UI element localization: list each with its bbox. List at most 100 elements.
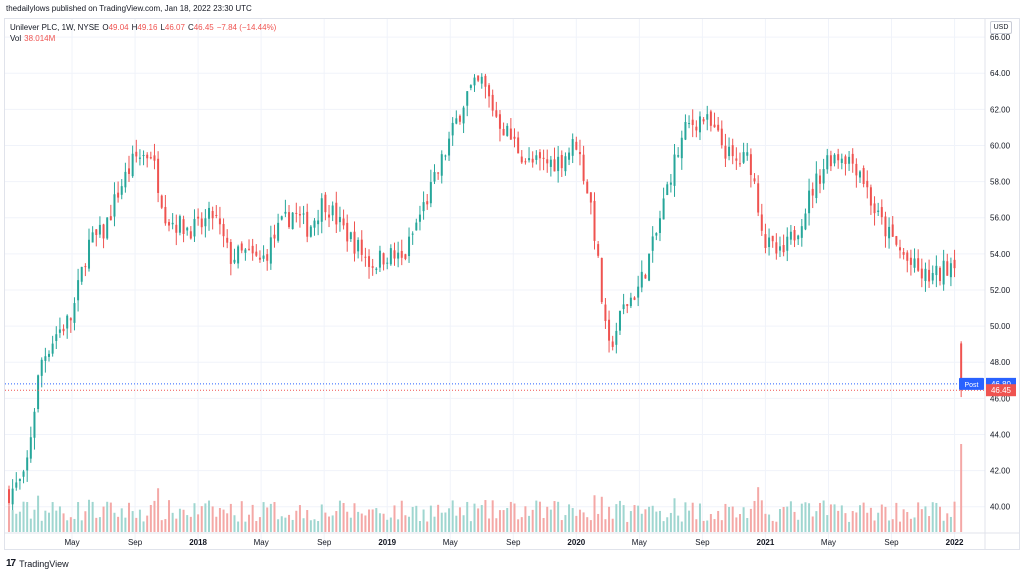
open-label: O (102, 23, 109, 32)
candle-body (651, 236, 654, 251)
volume-bar (506, 508, 509, 532)
volume-bar (808, 503, 811, 532)
chart-frame[interactable] (4, 18, 1020, 550)
volume-bar (218, 508, 221, 532)
candle-body (237, 246, 240, 264)
y-tick-label: 48.00 (990, 358, 1011, 367)
candle-body (728, 146, 731, 157)
volume-bar (95, 517, 98, 532)
close-label: C (187, 23, 194, 32)
candle-body (775, 242, 778, 254)
candle-body (400, 250, 403, 258)
volume-bar (262, 502, 265, 532)
candle-body (880, 207, 883, 218)
volume-bar (44, 510, 47, 532)
candle-body (102, 224, 105, 239)
candle-body (695, 126, 698, 131)
tradingview-logo[interactable]: 17 TradingView (6, 558, 69, 569)
candle-body (557, 156, 560, 172)
candle-body (193, 218, 196, 237)
candle-body (211, 210, 214, 219)
volume-bar (677, 515, 680, 532)
candle-body (829, 155, 832, 167)
volume-bar (200, 506, 203, 532)
y-tick-label: 66.00 (990, 33, 1011, 42)
candle-body (578, 152, 581, 155)
candle-body (251, 245, 254, 254)
candle-body (404, 254, 407, 259)
volume-bar (80, 520, 83, 532)
volume-bar (746, 517, 749, 532)
candle-body (757, 183, 760, 213)
volume-bar (768, 514, 771, 532)
candle-body (171, 222, 174, 225)
volume-bar (197, 514, 200, 532)
volume-bar (298, 505, 301, 532)
candle-body (248, 248, 251, 250)
candle-body (477, 75, 480, 81)
volume-bar (175, 518, 178, 532)
volume-bar (557, 501, 560, 532)
candle-body (62, 328, 65, 332)
volume-bar (938, 506, 941, 532)
candle-body (346, 222, 349, 242)
candle-body (924, 268, 927, 282)
volume-bar (811, 516, 814, 532)
candle-body (909, 257, 912, 265)
volume-bar (120, 508, 123, 532)
candle-body (364, 256, 367, 258)
candle-body (520, 156, 523, 163)
volume-bar (258, 517, 261, 532)
volume-bar (48, 512, 51, 532)
candle-body (313, 220, 316, 228)
volume-bar (546, 506, 549, 532)
volume-bar (397, 519, 400, 532)
volume-bar (651, 505, 654, 532)
volume-bar (393, 505, 396, 532)
volume-bar (488, 518, 491, 532)
candle-body (353, 231, 356, 254)
volume-label[interactable]: Vol (10, 34, 22, 43)
price-legend: Unilever PLC, 1W, NYSE O49.04 H49.16 L46… (10, 22, 276, 44)
volume-bar (444, 512, 447, 532)
volume-bar (658, 510, 661, 532)
candle-body (593, 200, 596, 241)
candle-body (938, 267, 941, 282)
volume-bar (931, 502, 934, 532)
candle-body (189, 231, 192, 239)
volume-bar (422, 509, 425, 532)
currency-button[interactable]: USD (990, 21, 1012, 34)
volume-bar (731, 506, 734, 532)
candle-body (40, 359, 43, 376)
volume-bar (346, 511, 349, 532)
open-value: 49.04 (108, 23, 129, 32)
candle-body (888, 226, 891, 239)
volume-bar (735, 517, 738, 532)
candle-body (175, 224, 178, 233)
candle-body (273, 234, 276, 239)
candle-body (397, 252, 400, 259)
symbol-title[interactable]: Unilever PLC, 1W, NYSE (10, 23, 100, 32)
volume-bar (466, 501, 469, 532)
volume-bar (909, 518, 912, 532)
volume-bar (608, 506, 611, 532)
volume-bar (480, 505, 483, 532)
x-tick-label: May (64, 538, 79, 547)
volume-bar (924, 506, 927, 532)
volume-bar (451, 500, 454, 532)
volume-bar (906, 512, 909, 532)
candle-body (764, 234, 767, 248)
volume-bar (429, 505, 432, 532)
candle-body (702, 119, 705, 122)
candle-body (422, 202, 425, 212)
candle-body (7, 489, 11, 504)
y-tick-label: 58.00 (990, 178, 1011, 187)
candle-body (266, 254, 269, 261)
candle-body (542, 157, 545, 159)
volume-bar (309, 520, 312, 532)
volume-bar (437, 504, 440, 532)
candle-body (531, 158, 534, 163)
candle-body (498, 114, 501, 129)
candle-body (135, 151, 138, 157)
